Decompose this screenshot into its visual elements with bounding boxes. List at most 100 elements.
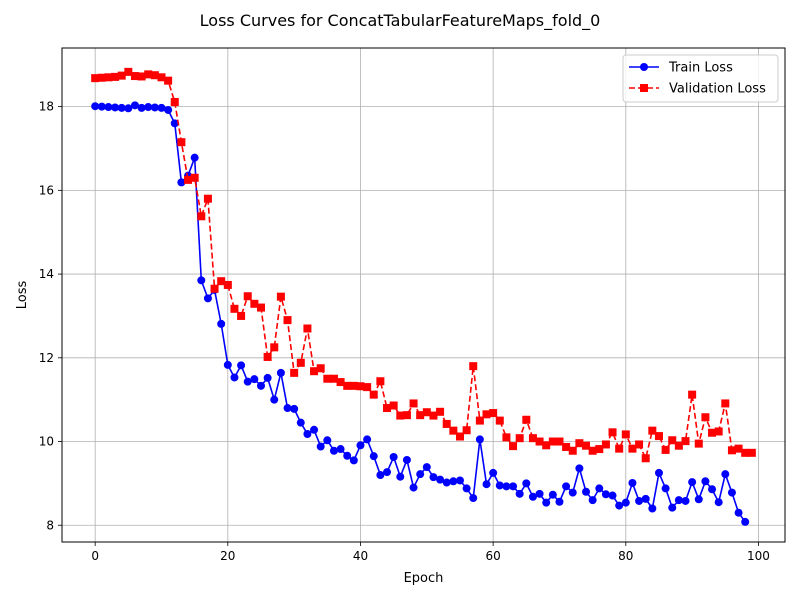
validation-loss-point <box>409 399 418 408</box>
train-loss-point <box>688 478 697 487</box>
validation-loss-point <box>475 416 484 425</box>
train-loss-point <box>615 501 624 510</box>
train-loss-point <box>628 478 637 487</box>
validation-loss-point <box>535 437 544 446</box>
train-loss-point <box>462 484 471 493</box>
validation-loss-point <box>383 404 392 413</box>
train-loss-point <box>170 119 179 128</box>
validation-loss-point <box>283 316 292 325</box>
train-loss-point <box>588 496 597 505</box>
train-loss-point <box>111 103 120 112</box>
train-loss-point <box>727 488 736 497</box>
validation-loss-point <box>495 416 504 425</box>
series-layer <box>91 67 756 526</box>
validation-loss-point <box>223 280 232 289</box>
validation-loss-point <box>714 427 723 436</box>
validation-loss-point <box>117 71 126 80</box>
train-loss-point <box>250 375 259 384</box>
legend: Train Loss Validation Loss <box>622 54 779 103</box>
train-loss-point <box>429 473 438 482</box>
validation-loss-point <box>542 441 551 450</box>
train-loss-point <box>336 445 345 454</box>
train-loss-point <box>389 453 398 462</box>
train-loss-point <box>190 153 199 162</box>
train-loss-point <box>310 425 319 434</box>
train-loss-point <box>542 498 551 507</box>
train-loss-point <box>150 103 159 112</box>
validation-loss-point <box>217 277 226 286</box>
validation-loss-point <box>548 437 557 446</box>
validation-loss-point <box>303 324 312 333</box>
validation-loss-point <box>290 368 299 377</box>
validation-loss-point <box>568 446 577 455</box>
train-loss-point <box>383 468 392 477</box>
train-loss-point <box>648 504 657 513</box>
validation-loss-point <box>263 352 272 361</box>
validation-loss-point <box>97 73 106 82</box>
validation-loss-point <box>323 374 332 383</box>
validation-loss-point <box>104 73 113 82</box>
train-loss-point <box>641 494 650 503</box>
x-tick-label: 20 <box>220 549 235 563</box>
train-loss-point <box>582 487 591 496</box>
chart-title: Loss Curves for ConcatTabularFeatureMaps… <box>200 11 601 31</box>
validation-loss-point <box>356 382 365 391</box>
train-loss-point <box>568 488 577 497</box>
grid <box>62 48 785 542</box>
train-loss-point <box>489 468 498 477</box>
train-loss-point <box>475 435 484 444</box>
train-loss-point <box>502 482 511 491</box>
train-loss-point <box>522 479 531 488</box>
validation-loss-point <box>243 292 252 301</box>
validation-loss-point <box>396 411 405 420</box>
validation-loss-point <box>336 378 345 387</box>
train-loss-point <box>270 395 279 404</box>
validation-loss-point <box>402 411 411 420</box>
validation-loss-point <box>615 444 624 453</box>
validation-loss-point <box>515 434 524 443</box>
x-tick-label: 40 <box>353 549 368 563</box>
train-loss-point <box>197 276 206 285</box>
train-loss-point <box>708 485 717 494</box>
validation-loss-point <box>721 399 730 408</box>
validation-loss-point <box>203 194 212 203</box>
validation-loss-point <box>349 381 358 390</box>
validation-loss-series <box>91 67 756 463</box>
train-loss-point <box>97 102 106 111</box>
train-loss-point <box>164 105 173 114</box>
validation-loss-point <box>575 439 584 448</box>
train-loss-point <box>177 178 186 187</box>
validation-loss-point <box>601 440 610 449</box>
validation-loss-point <box>177 138 186 147</box>
train-loss-point <box>661 484 670 493</box>
validation-loss-point <box>170 98 179 107</box>
train-loss-point <box>402 455 411 464</box>
legend-validation-loss-label: Validation Loss <box>669 82 766 97</box>
validation-loss-point <box>701 413 710 422</box>
x-tick-label: 80 <box>618 549 633 563</box>
train-loss-point <box>203 294 212 303</box>
train-loss-point <box>495 481 504 490</box>
train-loss-point <box>230 373 239 382</box>
train-loss-point <box>237 361 246 370</box>
validation-loss-point <box>502 433 511 442</box>
validation-loss-point <box>661 445 670 454</box>
validation-loss-point <box>635 440 644 449</box>
validation-loss-point <box>137 72 146 81</box>
validation-loss-point <box>197 212 206 221</box>
train-loss-point <box>555 497 564 506</box>
validation-loss-point <box>230 304 239 313</box>
validation-loss-point <box>369 390 378 399</box>
validation-loss-point <box>654 432 663 441</box>
validation-loss-point <box>316 364 325 373</box>
y-tick-label: 14 <box>39 267 54 281</box>
train-loss-point <box>455 476 464 485</box>
validation-loss-point <box>582 441 591 450</box>
train-loss-point <box>144 103 153 112</box>
legend-train-loss-marker <box>640 63 648 71</box>
train-loss-point <box>701 477 710 486</box>
train-loss-point <box>323 436 332 445</box>
validation-loss-point <box>150 71 159 80</box>
plot-area-frame <box>61 47 786 543</box>
